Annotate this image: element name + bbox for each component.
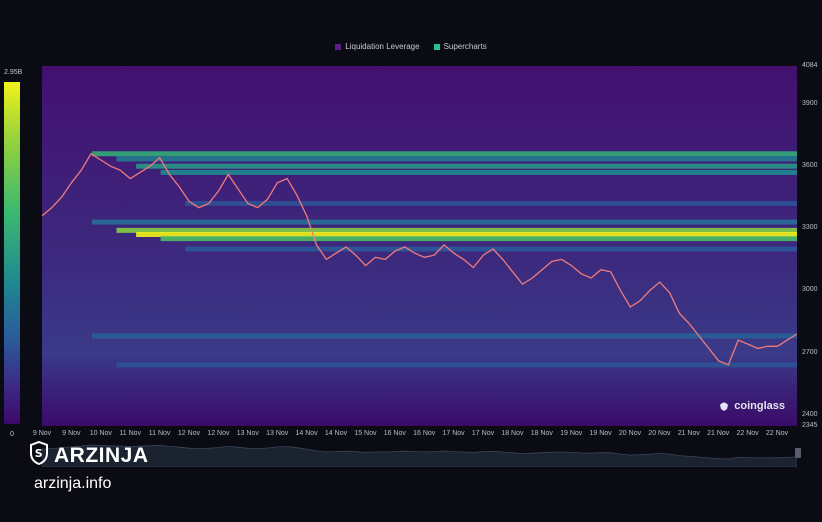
colorbar-min-label: 0	[10, 431, 14, 438]
y-tick-label: 3900	[802, 100, 818, 108]
y-tick-label: 2700	[802, 348, 818, 356]
x-tick-label: 19 Nov	[589, 430, 612, 437]
chart-legend: Liquidation Leverage Supercharts	[0, 42, 822, 51]
x-tick-label: 12 Nov	[207, 430, 230, 437]
price-line	[42, 152, 797, 366]
liquidation-band	[92, 151, 797, 157]
brand-logo: S ARZINJA	[30, 440, 149, 471]
liquidation-band	[136, 232, 797, 238]
legend-label-supercharts: Supercharts	[443, 42, 487, 51]
x-tick-label: 19 Nov	[560, 430, 583, 437]
watermark-text: coinglass	[734, 400, 785, 412]
x-tick-label: 22 Nov	[765, 430, 789, 437]
brand-shield-icon: S	[30, 440, 48, 471]
x-tick-label: 16 Nov	[383, 430, 406, 437]
x-tick-label: 15 Nov	[354, 430, 377, 437]
legend-label-liquidation: Liquidation Leverage	[345, 42, 420, 51]
colorbar-max-label: 2.95B	[4, 69, 23, 76]
legend-swatch-supercharts	[433, 43, 440, 50]
y-tick-label: 2400	[802, 410, 818, 418]
time-navigator[interactable]	[42, 441, 797, 467]
y-tick-label: 2345	[802, 422, 818, 429]
liquidation-band	[116, 227, 797, 233]
x-tick-label: 9 Nov	[62, 430, 81, 437]
x-tick-label: 20 Nov	[648, 430, 671, 437]
x-tick-label: 18 Nov	[501, 430, 524, 437]
liquidation-band	[116, 362, 797, 368]
brand-url[interactable]: arzinja.info	[34, 475, 112, 492]
x-axis: 9 Nov 9 Nov 10 Nov 11 Nov 11 Nov 12 Nov 12 Nov…	[33, 430, 797, 442]
x-tick-label: 11 Nov	[119, 430, 142, 437]
liquidation-band	[116, 156, 797, 162]
liquidation-band	[136, 163, 797, 169]
y-tick-label: 3300	[802, 224, 818, 232]
heatmap-svg	[42, 66, 797, 426]
x-tick-label: 14 Nov	[295, 430, 318, 437]
x-tick-label: 22 Nov	[736, 430, 759, 437]
colorbar	[4, 82, 20, 424]
navigator-handle[interactable]	[795, 448, 801, 458]
legend-item-liquidation[interactable]: Liquidation Leverage	[335, 42, 420, 51]
x-tick-label: 13 Nov	[236, 430, 259, 437]
x-tick-label: 12 Nov	[177, 430, 201, 437]
y-tick-label: 3000	[802, 286, 818, 294]
legend-swatch-liquidation	[335, 43, 342, 50]
x-tick-label: 17 Nov	[442, 430, 465, 437]
x-tick-label: 18 Nov	[530, 430, 553, 437]
coinglass-logo-icon	[718, 400, 730, 412]
x-tick-label: 21 Nov	[677, 430, 700, 437]
liquidation-band	[185, 200, 797, 206]
x-tick-label: 14 Nov	[324, 430, 348, 437]
coinglass-watermark: coinglass	[718, 400, 785, 412]
brand-block: S ARZINJA arzinja.info	[30, 440, 149, 493]
x-tick-label: 17 Nov	[471, 430, 495, 437]
x-tick-label: 21 Nov	[707, 430, 730, 437]
y-tick-label: 4084	[802, 62, 818, 69]
heatmap-plot-area[interactable]: coinglass	[42, 66, 797, 426]
liquidation-band	[160, 236, 797, 242]
y-axis: 4084 3900 3600 3300 3000 2700 2400 2345	[798, 62, 822, 429]
y-tick-label: 3600	[802, 162, 818, 170]
liquidation-band	[185, 246, 797, 252]
legend-item-supercharts[interactable]: Supercharts	[433, 42, 487, 51]
x-tick-label: 10 Nov	[89, 430, 112, 437]
x-tick-label: 11 Nov	[148, 430, 171, 437]
svg-text:S: S	[35, 447, 43, 460]
x-tick-label: 20 Nov	[618, 430, 642, 437]
liquidation-band	[92, 219, 797, 225]
x-tick-label: 9 Nov	[32, 430, 52, 437]
navigator-series	[42, 444, 797, 467]
liquidation-band	[160, 169, 797, 175]
x-tick-label: 13 Nov	[266, 430, 289, 437]
brand-name: ARZINJA	[54, 444, 149, 467]
heatmap-background	[42, 66, 797, 426]
x-tick-label: 16 Nov	[413, 430, 436, 437]
liquidation-band	[92, 333, 797, 339]
